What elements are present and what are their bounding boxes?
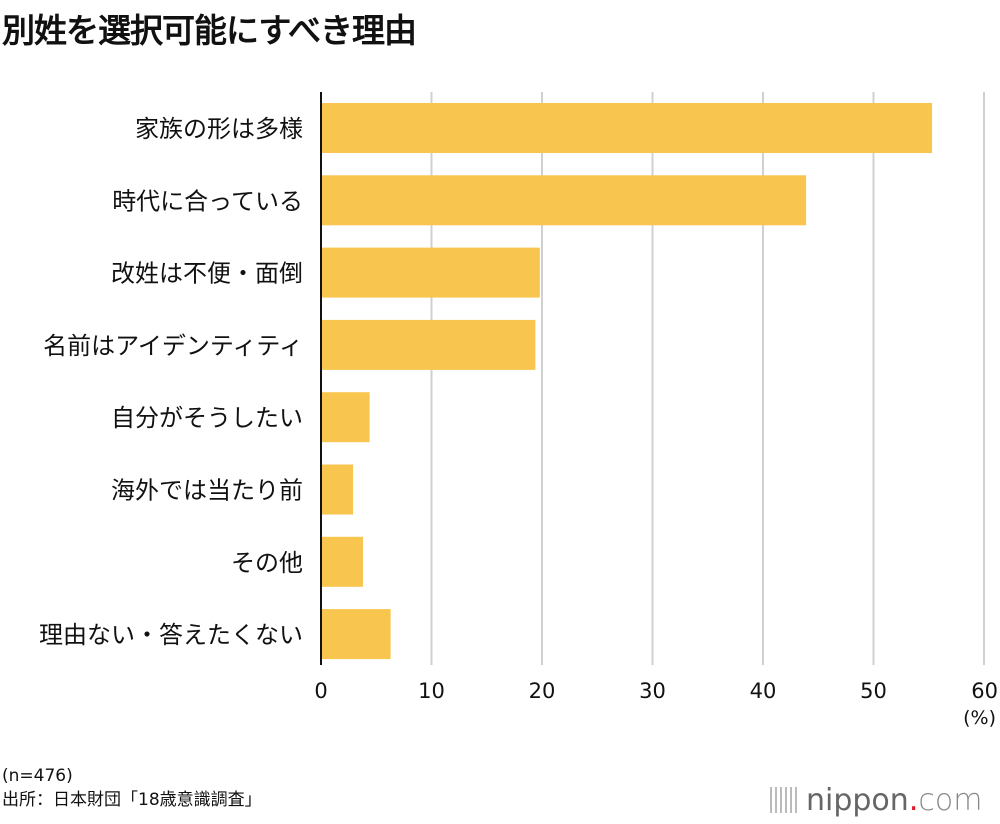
bar	[321, 464, 354, 515]
logo-bars-icon	[770, 787, 800, 813]
category-label: 改姓は不便・面倒	[111, 260, 303, 288]
x-tick-label: 60	[971, 679, 998, 703]
x-unit-label: (%)	[963, 707, 996, 729]
nippon-logo: nippon.com	[770, 783, 982, 818]
bar	[321, 247, 540, 298]
category-label: 理由ない・答えたくない	[39, 621, 303, 649]
logo-dot: .	[908, 783, 919, 818]
category-label: 自分がそうしたい	[111, 404, 303, 432]
category-label: 名前はアイデンティティ	[43, 332, 303, 360]
category-label: 海外では当たり前	[111, 477, 303, 505]
bar-chart: 0 10 20 30 40 50 60 (%) 家族の形は多様時代に合っている改姓は不便・面倒名…	[39, 92, 998, 729]
bar	[321, 392, 370, 443]
logo-com: com	[918, 783, 983, 818]
x-tick-label: 40	[750, 679, 777, 703]
x-tick-label: 50	[860, 679, 887, 703]
bar	[321, 103, 933, 153]
chart-title: 別姓を選択可能にすべき理由	[2, 11, 417, 50]
x-tick-label: 20	[529, 679, 556, 703]
bar	[321, 175, 807, 226]
logo-text: nippon	[806, 783, 909, 818]
category-label: その他	[231, 549, 303, 577]
category-label: 時代に合っている	[112, 187, 303, 215]
x-tick-label: 0	[314, 679, 327, 703]
bar	[321, 536, 363, 587]
bar	[321, 319, 536, 370]
source: 出所：日本財団「18歳意識調査」	[2, 790, 262, 810]
bar	[321, 609, 391, 660]
x-tick-label: 30	[639, 679, 666, 703]
x-tick-label: 10	[418, 679, 445, 703]
sample-size: (n=476)	[2, 766, 73, 786]
footnote: (n=476) 出所：日本財団「18歳意識調査」	[2, 764, 262, 812]
category-label: 家族の形は多様	[135, 115, 303, 143]
